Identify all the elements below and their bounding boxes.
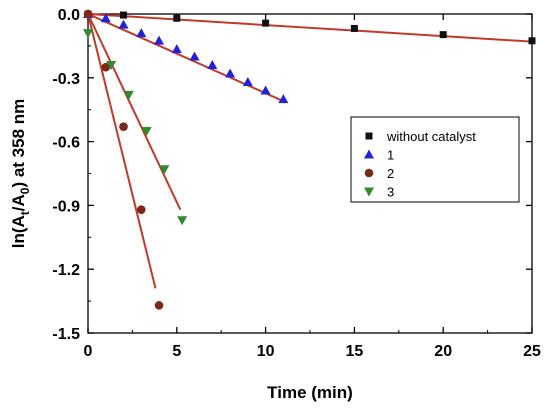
y-axis-title: ln(At/A0) at 358 nm — [9, 99, 32, 249]
data-point-series-1 — [278, 94, 289, 104]
legend-marker — [364, 149, 374, 159]
data-point-series-2 — [154, 301, 164, 310]
fit-line-series-2 — [87, 13, 157, 289]
legend-box — [350, 116, 520, 203]
data-point-series-0 — [528, 37, 536, 45]
y-tick-label: -0.9 — [52, 198, 80, 215]
data-point-series-2 — [119, 122, 128, 132]
x-tick-label: 0 — [84, 343, 93, 360]
data-point-series-1 — [225, 68, 236, 78]
data-point-series-1 — [118, 19, 129, 29]
y-tick-label: -0.3 — [52, 71, 80, 88]
data-point-series-1 — [260, 85, 271, 95]
x-tick-label: 5 — [172, 343, 181, 360]
y-tick-label: -1.2 — [52, 262, 80, 279]
y-axis-title-subscript: 0 — [18, 187, 32, 194]
data-point-series-1 — [154, 35, 165, 45]
data-point-series-0 — [173, 14, 181, 22]
data-point-series-0 — [120, 11, 128, 19]
data-point-series-0 — [262, 19, 270, 27]
y-axis-title-part: ln(A — [9, 215, 28, 248]
data-point-series-2 — [83, 9, 93, 19]
data-point-series-1 — [136, 28, 147, 38]
data-point-series-1 — [242, 77, 253, 87]
legend-label: 1 — [387, 148, 394, 163]
y-axis-title-subscript: t — [18, 211, 32, 215]
legend-marker — [364, 168, 374, 178]
y-tick-label: 0.0 — [58, 7, 80, 24]
legend-marker — [365, 132, 373, 140]
data-point-series-2 — [136, 205, 146, 214]
data-point-series-1 — [171, 44, 182, 54]
data-point-series-3 — [83, 29, 93, 39]
data-point-series-2 — [101, 62, 111, 72]
data-points — [83, 9, 536, 310]
y-tick-label: -0.6 — [52, 135, 80, 152]
legend-label: 2 — [387, 166, 394, 181]
y-axis-title-part: /A — [9, 194, 28, 211]
data-point-series-3 — [106, 61, 117, 71]
x-tick-label: 15 — [346, 343, 364, 360]
data-point-series-0 — [439, 31, 447, 39]
x-tick-label: 20 — [434, 343, 452, 360]
data-point-series-3 — [159, 165, 170, 175]
data-point-series-1 — [189, 51, 200, 61]
data-point-series-0 — [350, 24, 358, 32]
y-tick-label: -1.5 — [52, 326, 80, 343]
y-axis: 0.0 -0.3 -0.6 -0.9 -1.2 -1.5 — [52, 7, 532, 343]
data-point-series-3 — [141, 126, 152, 136]
x-axis-title: Time (min) — [267, 383, 353, 402]
data-point-series-3 — [177, 216, 188, 226]
data-point-series-1 — [100, 13, 111, 23]
legend: without catalyst 1 2 3 — [350, 116, 520, 203]
y-axis-title-part: ) at 358 nm — [9, 99, 28, 188]
x-tick-label: 25 — [523, 343, 541, 360]
fit-line-series-0 — [87, 13, 533, 43]
data-point-series-3 — [123, 90, 134, 100]
fit-line-series-3 — [87, 13, 182, 211]
data-point-series-1 — [207, 60, 218, 70]
legend-label: without catalyst — [386, 129, 476, 144]
legend-label: 3 — [387, 185, 394, 200]
x-tick-label: 10 — [257, 343, 275, 360]
legend-marker — [364, 187, 374, 197]
